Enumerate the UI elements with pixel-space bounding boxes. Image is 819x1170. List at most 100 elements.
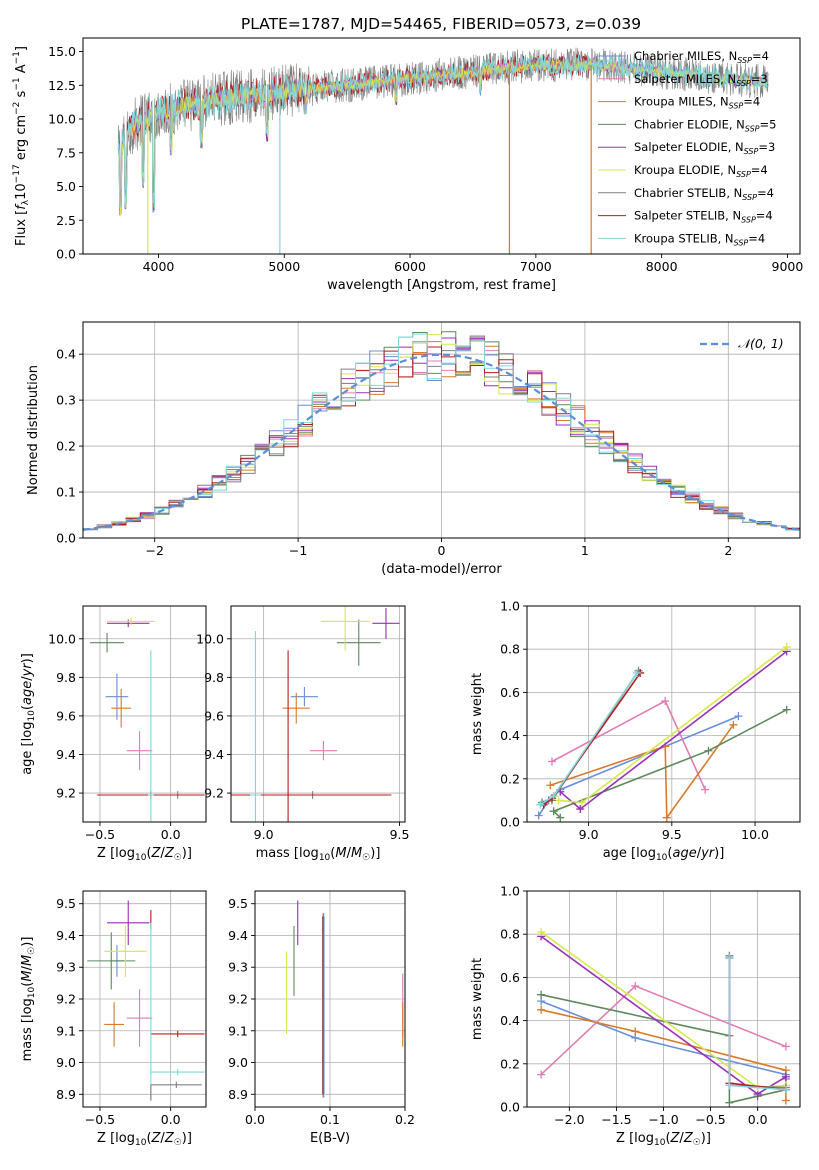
x-tick-label: 9.0 bbox=[579, 827, 599, 842]
panel-spectrum: 4000 5000 6000 7000 8000 9000 0.0 2.5 5.0 7.5 10.0… bbox=[12, 37, 804, 293]
x-tick-label: 1 bbox=[581, 543, 589, 558]
label-part: mass [ bbox=[256, 846, 299, 861]
label-part: mass weight bbox=[470, 958, 485, 1040]
label-part: =4 bbox=[743, 95, 760, 109]
label-part: f bbox=[14, 203, 29, 210]
label-part: log bbox=[299, 846, 319, 861]
x-tick-label: 0.1 bbox=[320, 1112, 340, 1127]
y-tick-label: 9.8 bbox=[56, 670, 76, 685]
label-part: Z [ bbox=[616, 1131, 634, 1146]
y-axis-label: mass weight bbox=[470, 673, 485, 755]
y-tick-label: 9.8 bbox=[204, 670, 224, 685]
label-part: 10 bbox=[654, 1138, 666, 1148]
label-part: Kroupa ELODIE, N bbox=[634, 163, 736, 177]
label-part: −1 bbox=[12, 77, 22, 90]
y-tick-label: 0.6 bbox=[500, 685, 520, 700]
label-part: 10 bbox=[27, 986, 37, 998]
label-part: =3 bbox=[758, 140, 775, 154]
label-part: / bbox=[160, 1131, 165, 1146]
legend-label-salpeter_elodie: Salpeter ELODIE, NSSP=3 bbox=[634, 140, 775, 156]
y-axis-label: Normed distribution bbox=[26, 365, 41, 495]
label-part: age bbox=[20, 681, 35, 705]
y-tick-label: 0.2 bbox=[500, 771, 520, 786]
y-tick-label: 9.1 bbox=[56, 1023, 76, 1038]
axes-frame bbox=[526, 605, 801, 823]
label-part: M bbox=[20, 955, 35, 966]
label-part: age [ bbox=[20, 741, 35, 774]
label-part: log bbox=[636, 846, 656, 861]
y-tick-label: 9.4 bbox=[228, 928, 248, 943]
label-part: =5 bbox=[760, 117, 777, 131]
label-part: Kroupa STELIB, N bbox=[634, 231, 734, 245]
label-part: Z bbox=[670, 1131, 681, 1146]
label-part: erg cm bbox=[14, 115, 29, 164]
label-part: )] bbox=[701, 1131, 711, 1146]
label-part: s bbox=[14, 90, 29, 101]
legend-label-normal: 𝒩(0, 1) bbox=[738, 336, 784, 351]
series-marker-chabrier_elodie bbox=[537, 990, 546, 999]
label-part: λ bbox=[21, 199, 31, 205]
series-marker-chabrier_miles bbox=[534, 811, 543, 820]
label-part: Z [ bbox=[97, 846, 115, 861]
y-tick-label: 0.4 bbox=[500, 728, 520, 743]
x-tick-label: 0.0 bbox=[161, 827, 181, 842]
series-marker-kroupa_stelib bbox=[549, 792, 558, 801]
x-tick-label: 0.0 bbox=[748, 1112, 768, 1127]
y-tick-label: 1.0 bbox=[500, 884, 520, 899]
panel-residuals: −2 −1 0 1 2 0.0 0.1 0.2 0.3 0.4 (data-model)/error… bbox=[26, 321, 801, 577]
label-part: ( bbox=[146, 846, 151, 861]
normal-reference-curve bbox=[83, 353, 800, 531]
x-tick-label: 10.0 bbox=[741, 827, 769, 842]
series-marker-kroupa_miles bbox=[662, 813, 671, 822]
label-part: mass weight bbox=[470, 673, 485, 755]
label-part: Z bbox=[683, 1131, 694, 1146]
label-part: Kroupa MILES, N bbox=[634, 95, 729, 109]
series-marker-salpeter_elodie bbox=[576, 805, 585, 814]
label-part: log bbox=[115, 846, 135, 861]
legend-label-chabrier_stelib: Chabrier STELIB, NSSP=4 bbox=[634, 186, 774, 202]
y-tick-label: 15.0 bbox=[48, 44, 76, 59]
series-marker-salpeter_miles bbox=[701, 785, 710, 794]
label-part: log bbox=[20, 722, 35, 742]
y-tick-label: 0.2 bbox=[56, 439, 76, 454]
x-tick-label: −0.5 bbox=[85, 1112, 115, 1127]
label-part: Z bbox=[151, 1131, 162, 1146]
label-part: ☉ bbox=[174, 1138, 182, 1148]
y-tick-label: 9.3 bbox=[56, 960, 76, 975]
label-part: 10 bbox=[135, 853, 147, 863]
label-part: 10 bbox=[27, 710, 37, 722]
legend-label-salpeter_miles: Salpeter MILES, NSSP=3 bbox=[634, 72, 768, 88]
series-marker-chabrier_elodie bbox=[782, 705, 791, 714]
label-part: Z bbox=[151, 846, 162, 861]
x-tick-label: −2.0 bbox=[554, 1112, 584, 1127]
x-tick-label: −1.0 bbox=[648, 1112, 678, 1127]
label-part: Z [ bbox=[97, 1131, 115, 1146]
spectrum-line-kroupa_stelib bbox=[117, 54, 769, 209]
plot-area bbox=[285, 900, 404, 1098]
label-part: SSP bbox=[736, 170, 751, 179]
x-tick-label: −0.5 bbox=[85, 827, 115, 842]
series-marker-salpeter_miles bbox=[537, 1070, 546, 1079]
series-marker-kroupa_stelib bbox=[781, 1085, 790, 1094]
axes-frame bbox=[82, 37, 801, 255]
label-part: −1 bbox=[12, 51, 22, 64]
x-tick-label: 5000 bbox=[268, 259, 300, 274]
y-tick-label: 5.0 bbox=[56, 179, 76, 194]
label-part: Salpeter STELIB, N bbox=[634, 209, 741, 223]
panel-age-vs-Z: −0.5 0.09.29.49.69.810.0Z [log10(Z/Z☉)]ag… bbox=[20, 605, 207, 863]
label-part: 10 bbox=[319, 853, 331, 863]
panel-mass-vs-Z: −0.5 0.08.99.09.19.29.39.49.5Z [log10(Z/Z… bbox=[20, 890, 207, 1148]
series-marker-kroupa_elodie bbox=[577, 798, 586, 807]
x-tick-label: −1 bbox=[289, 543, 307, 558]
y-tick-label: 9.5 bbox=[228, 896, 248, 911]
series-marker-kroupa_stelib bbox=[632, 668, 641, 677]
x-tick-label: 9.5 bbox=[390, 827, 410, 842]
label-part: log bbox=[634, 1131, 654, 1146]
series-marker-chabrier_elodie bbox=[704, 746, 713, 755]
label-part: ( bbox=[146, 1131, 151, 1146]
label-part: Z bbox=[164, 846, 175, 861]
x-tick-label: 9000 bbox=[772, 259, 804, 274]
label-part: Flux [ bbox=[14, 210, 29, 246]
label-part: ( bbox=[667, 846, 672, 861]
